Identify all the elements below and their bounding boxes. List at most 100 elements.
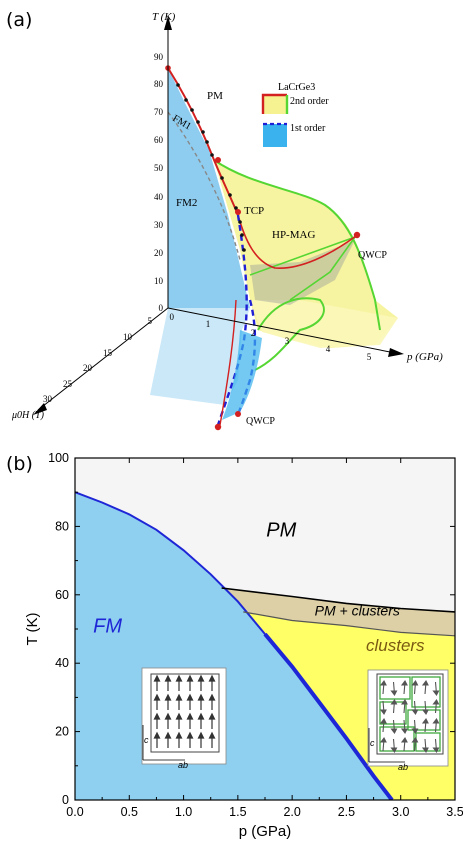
- x-tick-label: 3.5: [446, 805, 463, 819]
- clusters-label: clusters: [366, 636, 425, 655]
- legend-second-order: 2nd order: [290, 96, 329, 107]
- p-axis: [167, 307, 391, 353]
- fm-spin-arrowhead: [164, 731, 172, 739]
- x-tick-label: 0.5: [121, 805, 138, 819]
- svg-text:20: 20: [83, 363, 93, 373]
- cluster-spin-arrowhead: [421, 709, 429, 716]
- pm-clusters-upper-line: [221, 587, 455, 613]
- hp-mag-label: HP-MAG: [272, 229, 315, 241]
- fm1-fm2-boundary: [167, 111, 241, 261]
- t-axis-title: T (K): [152, 11, 176, 23]
- fm-spin-arrowhead: [175, 693, 183, 701]
- cluster-spin-arrowhead: [400, 728, 408, 735]
- p-axis-title: p (GPa): [406, 351, 443, 363]
- svg-text:50: 50: [154, 163, 164, 173]
- cluster-spin-arrowhead: [379, 717, 387, 724]
- svg-text:20: 20: [154, 248, 164, 258]
- svg-text:60: 60: [154, 135, 164, 145]
- x-tick-label: 2.0: [283, 805, 300, 819]
- svg-text:3: 3: [285, 336, 290, 346]
- svg-text:4: 4: [326, 344, 331, 354]
- cluster-spin-arrowhead: [379, 709, 387, 716]
- fm-spin-arrowhead: [175, 674, 183, 682]
- legend-first-order: 1st order: [290, 123, 326, 134]
- fm-spin-arrowhead: [197, 712, 205, 720]
- cluster-spin-arrowhead: [411, 736, 419, 743]
- cluster-spin-arrowhead: [432, 698, 440, 705]
- y-tick-label: 0: [62, 793, 69, 807]
- inset-c-label: c: [144, 735, 149, 745]
- y-tick-label: 40: [55, 656, 69, 670]
- hp-mag-floor: [250, 300, 398, 348]
- cluster-spin-arrowhead: [400, 679, 408, 686]
- svg-text:1: 1: [206, 319, 211, 329]
- wing-surface: [250, 240, 355, 305]
- data-dots: [176, 83, 246, 252]
- cluster-spin-arrowhead: [432, 747, 440, 754]
- fm-spin-arrowhead: [153, 731, 161, 739]
- pm-clusters-label: PM + clusters: [315, 602, 400, 618]
- fm-label: FM: [93, 615, 122, 637]
- fm-spin-arrowhead: [153, 674, 161, 682]
- x-tick-label: 0.0: [66, 805, 83, 819]
- x-tick-label: 1.0: [175, 805, 192, 819]
- fm-spin-inset: c ab: [141, 667, 227, 770]
- svg-text:25: 25: [63, 379, 73, 389]
- tcp-label: TCP: [244, 205, 264, 217]
- inset2-ab-label: ab: [398, 762, 408, 772]
- svg-text:5: 5: [367, 352, 372, 362]
- cluster-spin-arrowhead: [432, 690, 440, 697]
- fm2-label: FM2: [176, 197, 197, 209]
- second-order-line: [213, 159, 381, 331]
- cluster-spin-inset: c ab: [367, 669, 449, 772]
- inset-ab-label: ab: [178, 760, 188, 770]
- y-tick-label: 20: [55, 725, 69, 739]
- cluster-spin-arrowhead: [421, 717, 429, 724]
- cluster-spin-arrowhead: [390, 690, 398, 697]
- x-tick-label: 2.5: [338, 805, 355, 819]
- qwcp-bottom-label: QWCP: [246, 416, 275, 427]
- svg-text:10: 10: [154, 276, 164, 286]
- cluster-spin-arrowhead: [411, 728, 419, 735]
- fm-spin-arrowhead: [153, 693, 161, 701]
- h-axis: [37, 307, 169, 411]
- legend-second-order-swatch: [263, 94, 287, 114]
- red-wing-line: [237, 214, 357, 269]
- fm-spin-arrowhead: [164, 674, 172, 682]
- cluster-spin-arrowhead: [400, 698, 408, 705]
- fm-spin-arrowhead: [197, 731, 205, 739]
- legend-first-order-swatch: [263, 124, 287, 147]
- x-axis-title: p (GPa): [239, 823, 292, 840]
- svg-text:70: 70: [154, 107, 164, 117]
- svg-text:10: 10: [123, 332, 133, 342]
- cluster-spin-arrowhead: [432, 717, 440, 724]
- cluster-spin-arrowhead: [400, 736, 408, 743]
- fm-spin-arrowhead: [186, 674, 194, 682]
- svg-text:80: 80: [154, 79, 164, 89]
- svg-text:0: 0: [170, 312, 175, 322]
- fm-spin-arrowhead: [186, 731, 194, 739]
- fm-region: [168, 68, 250, 308]
- red-wing-edge: [219, 299, 237, 426]
- h-axis-ticks: 0 5 10 15 20 25 30: [43, 312, 175, 404]
- cluster-spin-arrowhead: [379, 679, 387, 686]
- fm-first-order-line: [263, 632, 394, 800]
- fm-spin-arrowhead: [208, 731, 216, 739]
- fm-lower-region: [150, 308, 250, 405]
- fm-spin-arrowhead: [175, 731, 183, 739]
- cluster-spin-arrowhead: [421, 679, 429, 686]
- fm-spin-arrowhead: [197, 693, 205, 701]
- y-axis-title: T (K): [24, 612, 41, 645]
- cluster-spin-arrowhead: [411, 679, 419, 686]
- fm-spin-arrowhead: [186, 712, 194, 720]
- panel-a: (a): [6, 9, 443, 431]
- fm-spin-arrowhead: [197, 674, 205, 682]
- second-order-line-floor: [254, 297, 325, 371]
- h-axis-arrow: [33, 403, 47, 415]
- panel-b-label: (b): [6, 453, 33, 475]
- fm-spin-arrowhead: [186, 693, 194, 701]
- pm-label: PM: [266, 520, 296, 542]
- pm-clusters-lower-line: [243, 611, 455, 637]
- cluster-spin-arrowhead: [390, 698, 398, 705]
- svg-text:2: 2: [251, 328, 256, 338]
